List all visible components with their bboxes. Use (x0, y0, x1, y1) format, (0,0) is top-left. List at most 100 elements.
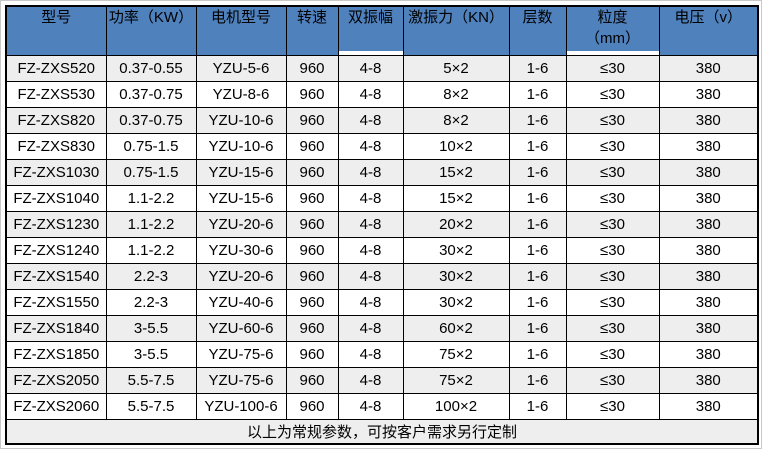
cell-voltage-v: 380 (658, 263, 759, 290)
column-header-voltage-v: 电压（v） (658, 5, 759, 56)
cell-power-kw: 3-5.5 (105, 341, 197, 368)
cell-model: FZ-ZXS1550 (5, 289, 107, 316)
table-row: FZ-ZXS1040 1.1-2.2 YZU-15-6 960 4-8 15×2 1-6 ≤3… (5, 185, 759, 212)
cell-motor-model: YZU-20-6 (195, 263, 287, 290)
cell-particle-size-mm: ≤30 (565, 159, 660, 186)
cell-voltage-v: 380 (658, 107, 759, 134)
table-row: FZ-ZXS1850 3-5.5 YZU-75-6 960 4-8 75×2 1-6 ≤30 3… (5, 341, 759, 368)
cell-power-kw: 0.37-0.55 (105, 55, 197, 82)
column-header-label: 电压（v） (674, 9, 742, 26)
cell-model: FZ-ZXS1230 (5, 211, 107, 238)
cell-power-kw: 0.75-1.5 (105, 159, 197, 186)
cell-particle-size-mm: ≤30 (565, 367, 660, 394)
cell-excitation-force-kn: 10×2 (402, 133, 510, 160)
cell-speed: 960 (285, 263, 339, 290)
cell-particle-size-mm: ≤30 (565, 211, 660, 238)
cell-speed: 960 (285, 289, 339, 316)
cell-particle-size-mm: ≤30 (565, 315, 660, 342)
cell-model: FZ-ZXS830 (5, 133, 107, 160)
table-row: FZ-ZXS1840 3-5.5 YZU-60-6 960 4-8 60×2 1-6 ≤30 3… (5, 315, 759, 342)
table-row: FZ-ZXS2060 5.5-7.5 YZU-100-6 960 4-8 100×2 1-6… (5, 393, 759, 420)
cell-particle-size-mm: ≤30 (565, 185, 660, 212)
cell-power-kw: 0.37-0.75 (105, 107, 197, 134)
cell-layers: 1-6 (508, 237, 567, 264)
cell-motor-model: YZU-60-6 (195, 315, 287, 342)
cell-power-kw: 2.2-3 (105, 263, 197, 290)
cell-model: FZ-ZXS1540 (5, 263, 107, 290)
table-row: FZ-ZXS1030 0.75-1.5 YZU-15-6 960 4-8 15×2 1-6 ≤… (5, 159, 759, 186)
cell-voltage-v: 380 (658, 341, 759, 368)
cell-excitation-force-kn: 100×2 (402, 393, 510, 420)
cell-model: FZ-ZXS1240 (5, 237, 107, 264)
cell-voltage-v: 380 (658, 159, 759, 186)
cell-particle-size-mm: ≤30 (565, 393, 660, 420)
cell-excitation-force-kn: 8×2 (402, 107, 510, 134)
cell-voltage-v: 380 (658, 133, 759, 160)
cell-double-amplitude: 4-8 (337, 107, 404, 134)
cell-voltage-v: 380 (658, 393, 759, 420)
cell-double-amplitude: 4-8 (337, 237, 404, 264)
cell-particle-size-mm: ≤30 (565, 237, 660, 264)
column-header-label: 激振力（KN） (408, 9, 504, 26)
column-header-excitation-force-kn: 激振力（KN） (402, 5, 510, 56)
cell-double-amplitude: 4-8 (337, 367, 404, 394)
cell-layers: 1-6 (508, 133, 567, 160)
cell-model: FZ-ZXS2060 (5, 393, 107, 420)
cell-speed: 960 (285, 133, 339, 160)
cell-speed: 960 (285, 81, 339, 108)
cell-power-kw: 3-5.5 (105, 315, 197, 342)
cell-power-kw: 0.75-1.5 (105, 133, 197, 160)
cell-motor-model: YZU-10-6 (195, 107, 287, 134)
cell-model: FZ-ZXS1030 (5, 159, 107, 186)
table-row: FZ-ZXS820 0.37-0.75 YZU-10-6 960 4-8 8×2 1-6 ≤3… (5, 107, 759, 134)
cell-motor-model: YZU-75-6 (195, 367, 287, 394)
column-header-label: 功率（KW） (108, 9, 194, 26)
cell-layers: 1-6 (508, 289, 567, 316)
cell-model: FZ-ZXS820 (5, 107, 107, 134)
cell-double-amplitude: 4-8 (337, 133, 404, 160)
cell-layers: 1-6 (508, 211, 567, 238)
cell-excitation-force-kn: 30×2 (402, 263, 510, 290)
table-body: FZ-ZXS520 0.37-0.55 YZU-5-6 960 4-8 5×2 1-6 ≤30… (5, 55, 759, 420)
cell-speed: 960 (285, 107, 339, 134)
cell-layers: 1-6 (508, 159, 567, 186)
cell-particle-size-mm: ≤30 (565, 263, 660, 290)
column-header-double-amplitude: 双振幅 (337, 5, 404, 56)
cell-motor-model: YZU-20-6 (195, 211, 287, 238)
cell-power-kw: 5.5-7.5 (105, 393, 197, 420)
cell-excitation-force-kn: 30×2 (402, 237, 510, 264)
column-header-label: 型号 (41, 9, 72, 26)
column-header-power-kw: 功率（KW） (105, 5, 197, 56)
cell-model: FZ-ZXS530 (5, 81, 107, 108)
cell-excitation-force-kn: 8×2 (402, 81, 510, 108)
cell-voltage-v: 380 (658, 81, 759, 108)
cell-layers: 1-6 (508, 185, 567, 212)
cell-double-amplitude: 4-8 (337, 289, 404, 316)
cell-voltage-v: 380 (658, 315, 759, 342)
cell-voltage-v: 380 (658, 55, 759, 82)
cell-layers: 1-6 (508, 107, 567, 134)
cell-motor-model: YZU-100-6 (195, 393, 287, 420)
cell-voltage-v: 380 (658, 211, 759, 238)
table-row: FZ-ZXS2050 5.5-7.5 YZU-75-6 960 4-8 75×2 1-6 ≤3… (5, 367, 759, 394)
cell-double-amplitude: 4-8 (337, 211, 404, 238)
cell-double-amplitude: 4-8 (337, 315, 404, 342)
cell-excitation-force-kn: 30×2 (402, 289, 510, 316)
cell-motor-model: YZU-30-6 (195, 237, 287, 264)
footer-row: 以上为常规参数，可按客户需求另行定制 (5, 419, 759, 445)
cell-voltage-v: 380 (658, 289, 759, 316)
cell-power-kw: 1.1-2.2 (105, 237, 197, 264)
cell-particle-size-mm: ≤30 (565, 289, 660, 316)
column-header-label: 双振幅 (347, 9, 393, 26)
column-header-speed: 转速 (285, 5, 339, 56)
column-header-label: 电机型号 (210, 9, 271, 26)
column-header-motor-model: 电机型号 (195, 5, 287, 56)
cell-excitation-force-kn: 20×2 (402, 211, 510, 238)
cell-speed: 960 (285, 211, 339, 238)
cell-excitation-force-kn: 75×2 (402, 341, 510, 368)
cell-motor-model: YZU-10-6 (195, 133, 287, 160)
cell-power-kw: 5.5-7.5 (105, 367, 197, 394)
cell-excitation-force-kn: 75×2 (402, 367, 510, 394)
cell-layers: 1-6 (508, 315, 567, 342)
cell-model: FZ-ZXS1840 (5, 315, 107, 342)
